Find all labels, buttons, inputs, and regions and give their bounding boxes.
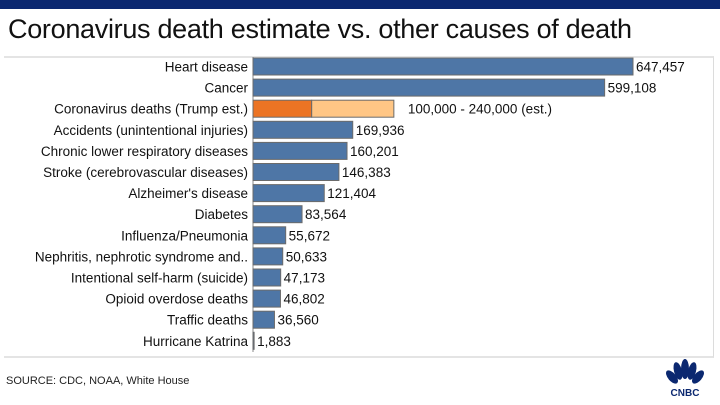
category-label: Nephritis, nephrotic syndrome and.. xyxy=(35,249,248,264)
bar xyxy=(252,310,275,329)
bar xyxy=(252,205,303,224)
category-label: Chronic lower respiratory diseases xyxy=(41,144,248,159)
category-label: Traffic deaths xyxy=(167,313,248,328)
cnbc-logo-text: CNBC xyxy=(671,388,700,398)
data-label: 36,560 xyxy=(277,313,318,328)
bar xyxy=(252,289,281,308)
chart-panel xyxy=(4,56,714,358)
category-label: Stroke (cerebrovascular diseases) xyxy=(43,165,248,180)
data-label: 55,672 xyxy=(289,228,330,243)
cnbc-peacock-icon: CNBC xyxy=(666,359,704,398)
data-label: 46,802 xyxy=(283,292,324,307)
category-label: Hurricane Katrina xyxy=(143,334,249,349)
data-label: 50,633 xyxy=(286,249,327,264)
data-label: 146,383 xyxy=(342,165,391,180)
source-note: SOURCE: CDC, NOAA, White House xyxy=(6,375,190,387)
data-label: 1,883 xyxy=(257,334,291,349)
bar xyxy=(252,163,340,181)
category-label: Intentional self-harm (suicide) xyxy=(71,271,248,286)
data-label: 121,404 xyxy=(327,186,376,201)
bar xyxy=(252,331,255,350)
category-label: Coronavirus deaths (Trump est.) xyxy=(54,102,248,117)
bar xyxy=(252,141,348,160)
bar xyxy=(252,184,325,203)
category-label: Diabetes xyxy=(195,207,249,222)
category-label: Cancer xyxy=(204,81,248,96)
data-label: 599,108 xyxy=(608,81,657,96)
data-label: 169,936 xyxy=(356,123,405,138)
category-label: Alzheimer's disease xyxy=(128,186,248,201)
data-label: 100,000 - 240,000 (est.) xyxy=(408,102,552,117)
bar xyxy=(252,226,287,245)
bar-covid-low xyxy=(252,99,313,118)
header-bar xyxy=(0,0,720,9)
data-label: 160,201 xyxy=(350,144,399,159)
bar xyxy=(252,247,284,266)
bar-covid-range xyxy=(311,99,395,118)
category-label: Influenza/Pneumonia xyxy=(121,228,248,243)
category-label: Accidents (unintentional injuries) xyxy=(54,123,248,138)
chart-title: Coronavirus death estimate vs. other cau… xyxy=(8,14,632,44)
data-label: 83,564 xyxy=(305,207,347,222)
category-label: Heart disease xyxy=(165,60,248,75)
bar xyxy=(252,268,282,287)
bar xyxy=(252,78,606,97)
category-label: Opioid overdose deaths xyxy=(105,292,248,307)
data-label: 647,457 xyxy=(636,60,685,75)
bar xyxy=(252,120,354,139)
data-label: 47,173 xyxy=(284,271,325,286)
bar xyxy=(252,57,634,76)
